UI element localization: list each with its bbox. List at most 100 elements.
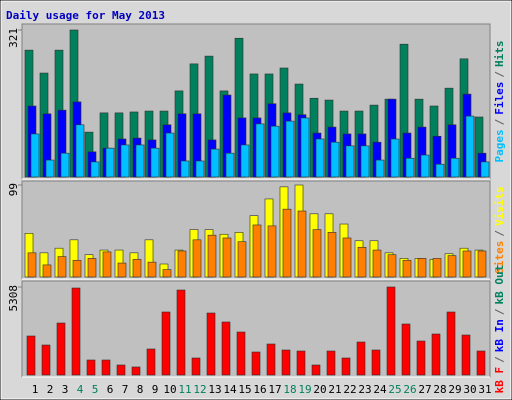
bar [330, 141, 340, 178]
x-tick-label: 14 [223, 383, 237, 396]
bar [41, 344, 51, 376]
bar [87, 258, 97, 278]
bar [477, 250, 487, 278]
bar [267, 225, 277, 278]
bar [176, 289, 186, 376]
bar [416, 340, 426, 376]
y-tick-label: 99 [7, 183, 20, 196]
bar [147, 261, 157, 278]
legend: Pages / Files / Hits [493, 41, 506, 163]
legend-entry: kB F [493, 367, 506, 394]
bar [71, 287, 81, 376]
bar [132, 259, 142, 278]
x-tick-label: 18 [283, 383, 296, 396]
bar [387, 254, 397, 278]
bar [251, 351, 261, 376]
bar [206, 312, 216, 376]
x-tick-label: 10 [163, 383, 176, 396]
bar [372, 249, 382, 278]
bar [120, 144, 130, 178]
chart-title: Daily usage for May 2013 [6, 9, 165, 22]
bar [390, 138, 400, 178]
bar [222, 237, 232, 278]
bar [30, 133, 40, 178]
bar [45, 159, 55, 178]
legend-entry: Hits [493, 41, 506, 68]
bar [420, 154, 430, 178]
x-tick-label: 7 [122, 383, 129, 396]
bar [161, 311, 171, 376]
bar [42, 264, 52, 278]
bar [447, 255, 457, 278]
bar [27, 252, 37, 278]
x-tick-label: 1 [32, 383, 39, 396]
bar [417, 258, 427, 278]
bar [375, 159, 385, 178]
bar [105, 147, 115, 178]
bar [150, 147, 160, 178]
x-tick-label: 31 [478, 383, 491, 396]
x-tick-label: 12 [193, 383, 206, 396]
bar [281, 349, 291, 376]
bar [177, 250, 187, 278]
bar [72, 259, 82, 278]
x-tick-label: 8 [137, 383, 144, 396]
bar [117, 262, 127, 278]
legend-separator: / [493, 356, 506, 363]
x-tick-label: 21 [328, 383, 341, 396]
x-tick-label: 4 [77, 383, 84, 396]
x-tick-label: 25 [388, 383, 401, 396]
bar [405, 157, 415, 178]
legend-separator: / [493, 118, 506, 125]
bar [131, 366, 141, 376]
bar [342, 237, 352, 278]
x-tick-label: 29 [448, 383, 461, 396]
bar [296, 350, 306, 376]
x-tick-label: 15 [238, 383, 251, 396]
bar [360, 145, 370, 178]
legend-entry: kB Out [493, 265, 506, 305]
bar [236, 331, 246, 376]
legend-entry: Pages [493, 129, 506, 162]
bar [311, 364, 321, 376]
bar [450, 157, 460, 178]
x-tick-label: 16 [253, 383, 266, 396]
y-tick-label: 5308 [7, 285, 20, 312]
bar [101, 359, 111, 376]
bar [195, 160, 205, 178]
bar [252, 224, 262, 278]
bar [465, 115, 475, 178]
bar [402, 259, 412, 278]
bar [60, 152, 70, 178]
x-tick-label: 11 [178, 383, 191, 396]
bar [135, 144, 145, 178]
bar [255, 123, 265, 178]
bar [435, 163, 445, 178]
x-tick-label: 27 [418, 383, 431, 396]
bar [180, 160, 190, 178]
x-tick-label: 22 [343, 383, 356, 396]
bar [90, 161, 100, 178]
bar [297, 210, 307, 278]
legend-entry: Files [493, 82, 506, 115]
bar [345, 145, 355, 178]
bar [270, 125, 280, 178]
x-tick-label: 13 [208, 383, 221, 396]
bar [225, 152, 235, 178]
bar [162, 269, 172, 278]
bar [432, 258, 442, 278]
bar [446, 311, 456, 376]
bar [371, 349, 381, 376]
bar [116, 364, 126, 376]
bar [386, 286, 396, 376]
bar [221, 321, 231, 376]
legend-entry: kB In [493, 319, 506, 352]
bar [210, 148, 220, 178]
bar [26, 335, 36, 376]
legend-separator: / [493, 308, 506, 315]
bar [476, 350, 486, 376]
x-tick-label: 28 [433, 383, 446, 396]
bar [357, 246, 367, 278]
legend: kB F / kB In / kB Out [493, 265, 506, 394]
bar [75, 124, 85, 178]
